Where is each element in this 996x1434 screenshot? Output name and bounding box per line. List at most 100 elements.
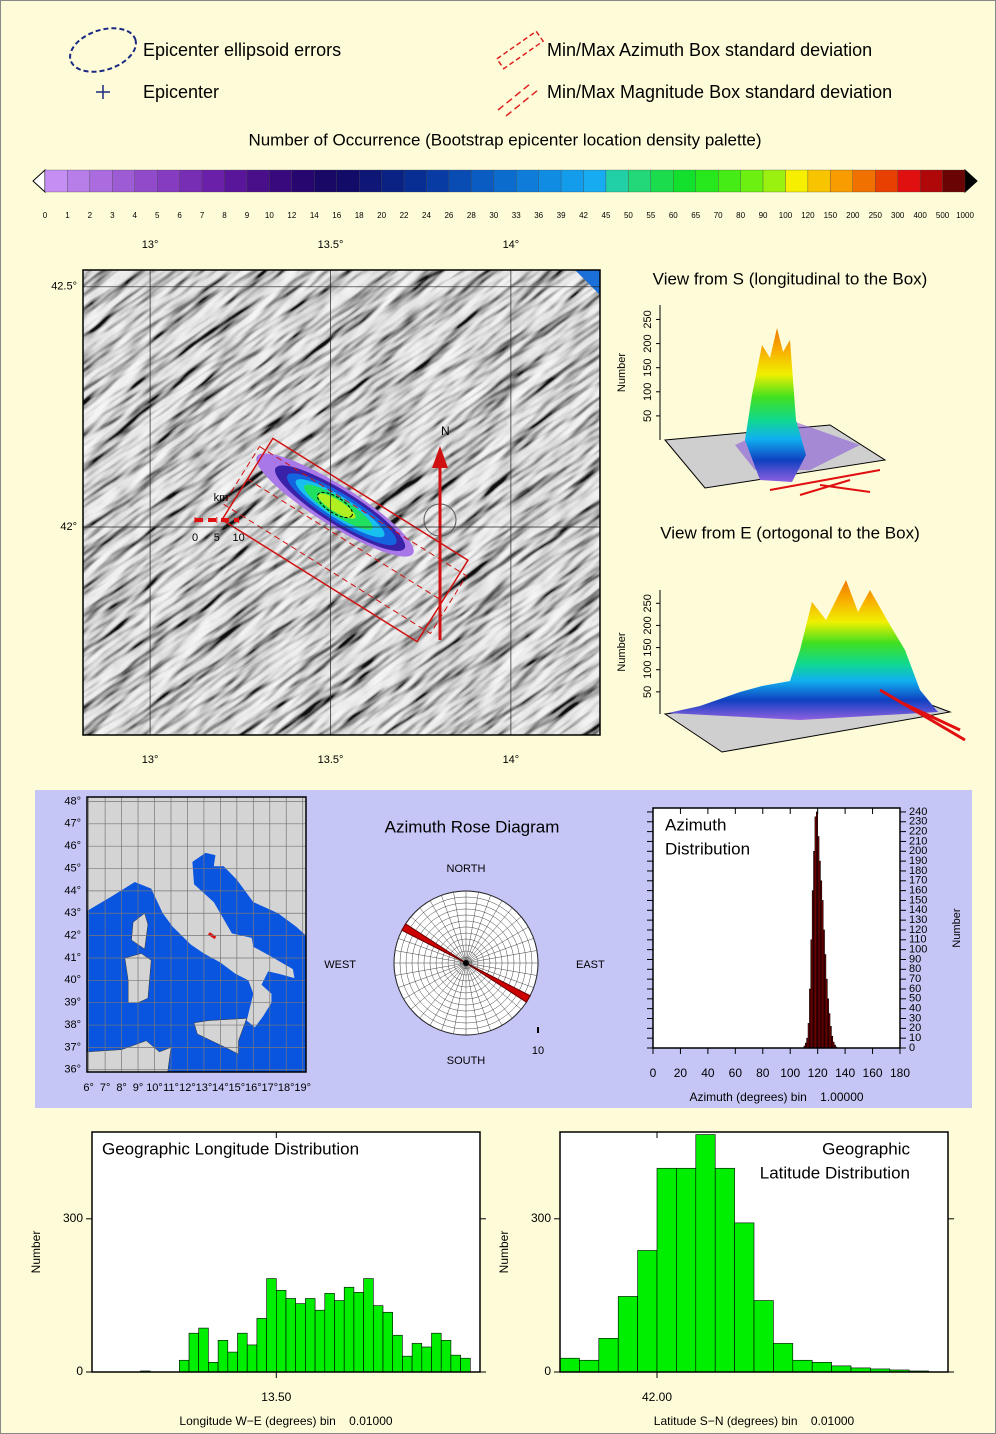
palette-label: 36	[534, 211, 543, 220]
y-tick-label: 36°	[64, 1064, 81, 1076]
panel-title: View from E (ortogonal to the Box)	[660, 523, 920, 542]
palette-label: 16	[332, 211, 341, 220]
hist-bar	[618, 1296, 637, 1372]
y-tick-label: 46°	[64, 840, 81, 852]
palette-box	[539, 170, 561, 192]
rose-label: NORTH	[447, 863, 486, 875]
x-tick-label: 12°	[179, 1082, 196, 1094]
chart-title: Geographic Longitude Distribution	[102, 1139, 359, 1158]
y-tick-label: 0	[76, 1364, 83, 1378]
palette-label: 1000	[956, 211, 974, 220]
palette-label: 65	[691, 211, 700, 220]
hist-bar	[305, 1298, 315, 1372]
y-tick-label: 38°	[64, 1019, 81, 1031]
hist-bar	[412, 1343, 422, 1372]
y-tick-label: 39°	[64, 997, 81, 1009]
palette-box	[426, 170, 448, 192]
scale-unit: km	[214, 492, 229, 504]
x-tick-label: 16°	[245, 1082, 262, 1094]
rose-label: EAST	[576, 959, 605, 971]
palette-label: 42	[579, 211, 588, 220]
hist-bar	[461, 1358, 471, 1372]
y-tick-label: 44°	[64, 885, 81, 897]
palette-label: 1	[65, 211, 70, 220]
x-tick-label: 13°	[196, 1082, 213, 1094]
hist-bar	[451, 1355, 461, 1372]
palette-box	[943, 170, 965, 192]
palette-box	[359, 170, 381, 192]
palette-label: 12	[287, 211, 296, 220]
palette-label: 400	[913, 211, 927, 220]
z-axis-label: Number	[616, 353, 628, 392]
palette-label: 28	[467, 211, 476, 220]
x-tick-label: 14°	[503, 754, 520, 766]
hist-bar	[179, 1360, 189, 1372]
hist-bar	[364, 1279, 374, 1372]
palette-box	[135, 170, 157, 192]
palette-label: 6	[177, 211, 182, 220]
hist-bar	[267, 1279, 277, 1372]
palette-box	[516, 170, 538, 192]
x-tick-label: 18°	[278, 1082, 295, 1094]
scale-label: 5	[214, 532, 220, 544]
x-tick-label: 13.5°	[318, 754, 344, 766]
z-tick-label: 50	[642, 686, 654, 698]
hist-bar	[276, 1290, 286, 1372]
palette-box	[808, 170, 830, 192]
hist-bar	[247, 1345, 257, 1372]
palette-label: 70	[714, 211, 723, 220]
hist-bar	[238, 1333, 248, 1372]
z-tick-label: 100	[642, 383, 654, 401]
palette-box	[292, 170, 314, 192]
palette-label: 90	[759, 211, 768, 220]
x-axis-label: Azimuth (degrees) bin 1.00000	[689, 1090, 863, 1104]
palette-label: 22	[400, 211, 409, 220]
x-tick-label: 14°	[503, 239, 520, 251]
y-tick-label: 300	[531, 1211, 551, 1225]
palette-title: Number of Occurrence (Bootstrap epicente…	[248, 130, 761, 149]
palette-box	[67, 170, 89, 192]
palette-label: 7	[200, 211, 205, 220]
x-tick-label: 13°	[142, 754, 159, 766]
palette-box	[875, 170, 897, 192]
hist-bar	[832, 1366, 851, 1372]
palette-label: 80	[736, 211, 745, 220]
palette-box	[202, 170, 224, 192]
palette-box	[651, 170, 673, 192]
palette-box	[920, 170, 942, 192]
palette-box	[494, 170, 516, 192]
hist-bar	[696, 1135, 715, 1372]
rose-scale-label: 10	[532, 1045, 544, 1057]
x-tick-label: 160	[863, 1066, 883, 1080]
palette-label: 45	[602, 211, 611, 220]
x-tick-label: 100	[780, 1066, 800, 1080]
palette-label: 50	[624, 211, 633, 220]
palette-box	[584, 170, 606, 192]
x-tick-label: 40	[701, 1066, 715, 1080]
hist-bar	[638, 1250, 657, 1372]
palette-box	[180, 170, 202, 192]
chart-title: Geographic	[822, 1139, 910, 1158]
hist-bar	[199, 1328, 209, 1372]
hist-bar	[579, 1360, 598, 1372]
z-tick-label: 150	[642, 638, 654, 656]
legend-entry: Min/Max Azimuth Box standard deviation	[547, 40, 872, 60]
x-tick-label: 60	[729, 1066, 743, 1080]
y-axis-label: Number	[29, 1231, 43, 1274]
x-axis-label: Longitude W−E (degrees) bin 0.01000	[179, 1414, 392, 1428]
palette-box	[898, 170, 920, 192]
palette-box	[247, 170, 269, 192]
palette-box	[561, 170, 583, 192]
y-tick-label: 41°	[64, 952, 81, 964]
palette-label: 150	[824, 211, 838, 220]
z-tick-label: 200	[642, 616, 654, 634]
x-tick-label: 180	[890, 1066, 910, 1080]
chart-title: Azimuth	[665, 815, 726, 834]
x-axis-label: Latitude S−N (degrees) bin 0.01000	[654, 1414, 855, 1428]
scale-label: 0	[192, 532, 198, 544]
palette-label: 3	[110, 211, 115, 220]
x-tick-label: 140	[835, 1066, 855, 1080]
z-tick-label: 250	[642, 594, 654, 612]
x-tick-label: 15°	[229, 1082, 246, 1094]
palette-box	[696, 170, 718, 192]
